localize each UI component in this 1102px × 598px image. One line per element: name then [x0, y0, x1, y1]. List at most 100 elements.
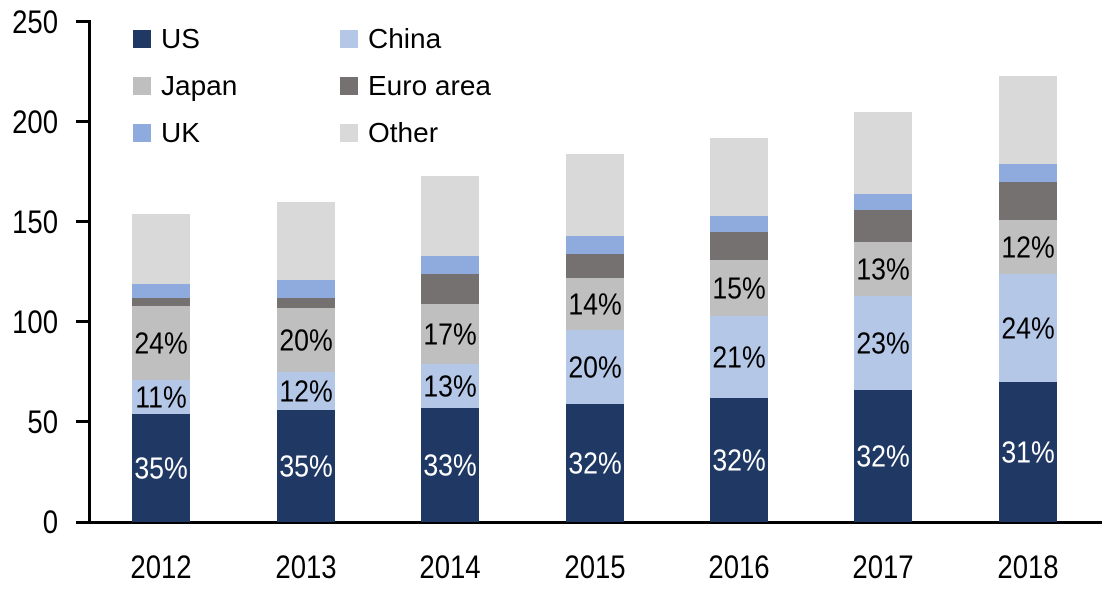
segment-label-us-2014: 33% [423, 447, 477, 483]
bar-segment-us-2013 [276, 410, 335, 522]
y-tick-mark-50 [76, 420, 89, 423]
y-tick-label-0: 0 [42, 504, 58, 540]
x-axis-line [76, 521, 1102, 524]
bar-segment-euro-area-2016 [709, 232, 768, 260]
bar-segment-china-2016 [709, 316, 768, 398]
bar-segment-japan-2012 [132, 306, 191, 380]
x-tick-label-2015: 2015 [563, 549, 626, 585]
bar-segment-uk-2018 [998, 164, 1057, 182]
legend-label-uk: UK [161, 117, 200, 148]
bar-segment-japan-2018 [998, 220, 1057, 274]
legend-label-other: Other [368, 117, 439, 148]
x-tick-label-2013: 2013 [275, 549, 337, 585]
y-tick-mark-200 [76, 120, 89, 123]
y-tick-label-50: 50 [27, 404, 58, 440]
bar-segment-other-2014 [421, 176, 480, 256]
segment-label-japan-2015: 14% [567, 286, 622, 322]
segment-label-japan-2014: 17% [423, 316, 477, 352]
segment-label-us-2015: 32% [567, 445, 622, 481]
bar-segment-uk-2012 [132, 284, 191, 298]
segment-label-china-2017: 23% [856, 325, 911, 361]
bar-segment-other-2012 [132, 214, 191, 284]
y-axis-line [88, 20, 91, 524]
legend-label-china: China [368, 23, 442, 54]
segment-label-japan-2016: 15% [712, 270, 766, 306]
bar-segment-us-2018 [998, 382, 1057, 522]
bar-segment-other-2016 [709, 138, 768, 216]
legend-item-us: US [133, 22, 340, 56]
legend-swatch-china [340, 30, 358, 48]
legend-swatch-us [133, 30, 151, 48]
segment-label-china-2018: 24% [1001, 310, 1055, 346]
segment-label-china-2013: 12% [278, 373, 333, 409]
segment-label-china-2016: 21% [712, 339, 766, 375]
y-tick-label-200: 200 [12, 104, 59, 140]
bar-segment-uk-2013 [276, 280, 335, 298]
segment-label-us-2012: 35% [134, 450, 188, 486]
y-tick-label-150: 150 [12, 204, 59, 240]
bar-segment-euro-area-2017 [854, 210, 913, 242]
x-tick-label-2012: 2012 [130, 549, 192, 585]
segment-label-japan-2013: 20% [278, 322, 333, 358]
legend-item-uk: UK [133, 116, 340, 150]
legend: US China Japan Euro area UK Other [133, 22, 491, 150]
bar-segment-us-2014 [421, 408, 480, 522]
segment-label-china-2015: 20% [567, 349, 622, 385]
legend-swatch-uk [133, 124, 151, 142]
bar-segment-us-2015 [565, 404, 624, 522]
y-tick-label-250: 250 [12, 4, 59, 40]
bar-segment-other-2013 [276, 202, 335, 280]
bar-segment-uk-2017 [854, 194, 913, 210]
bar-segment-euro-area-2013 [276, 298, 335, 308]
segment-label-china-2014: 13% [423, 368, 477, 404]
bar-segment-us-2017 [854, 390, 913, 522]
segment-label-us-2017: 32% [856, 438, 911, 474]
legend-swatch-other [340, 124, 358, 142]
segment-label-china-2012: 11% [135, 379, 187, 415]
bar-segment-other-2017 [854, 112, 913, 194]
bar-segment-other-2018 [998, 76, 1057, 164]
legend-item-japan: Japan [133, 69, 340, 103]
y-tick-mark-100 [76, 320, 89, 323]
y-tick-label-100: 100 [12, 304, 59, 340]
legend-label-euro-area: Euro area [368, 70, 491, 101]
bar-segment-uk-2016 [709, 216, 768, 232]
x-tick-label-2014: 2014 [419, 549, 481, 585]
bar-segment-euro-area-2015 [565, 254, 624, 278]
legend-item-other: Other [340, 116, 491, 150]
bar-segment-china-2015 [565, 330, 624, 404]
bar-segment-japan-2017 [854, 242, 913, 296]
bar-segment-us-2012 [132, 414, 191, 522]
bar-segment-china-2017 [854, 296, 913, 390]
bar-segment-other-2015 [565, 154, 624, 236]
bar-segment-japan-2014 [421, 304, 480, 364]
bar-segment-uk-2015 [565, 236, 624, 254]
segment-label-japan-2017: 13% [856, 251, 911, 287]
segment-label-us-2016: 32% [712, 442, 766, 478]
y-tick-mark-250 [76, 20, 89, 23]
segment-label-us-2018: 31% [1001, 434, 1055, 470]
bar-segment-japan-2016 [709, 260, 768, 316]
y-tick-mark-150 [76, 220, 89, 223]
bar-segment-japan-2013 [276, 308, 335, 372]
bar-segment-euro-area-2012 [132, 298, 191, 306]
segment-label-japan-2018: 12% [1001, 229, 1055, 265]
bar-segment-japan-2015 [565, 278, 624, 330]
segment-label-japan-2012: 24% [134, 325, 188, 361]
bar-segment-china-2012 [132, 380, 191, 414]
bar-segment-china-2014 [421, 364, 480, 408]
legend-item-china: China [340, 22, 491, 56]
x-tick-label-2016: 2016 [708, 549, 770, 585]
legend-swatch-japan [133, 77, 151, 95]
bar-segment-us-2016 [709, 398, 768, 522]
bar-segment-euro-area-2014 [421, 274, 480, 304]
bar-segment-china-2013 [276, 372, 335, 410]
legend-item-euro-area: Euro area [340, 69, 491, 103]
x-tick-label-2018: 2018 [997, 549, 1059, 585]
legend-label-japan: Japan [161, 70, 238, 101]
bar-segment-euro-area-2018 [998, 182, 1057, 220]
legend-swatch-euro-area [340, 77, 358, 95]
bar-segment-uk-2014 [421, 256, 480, 274]
segment-label-us-2013: 35% [278, 448, 333, 484]
